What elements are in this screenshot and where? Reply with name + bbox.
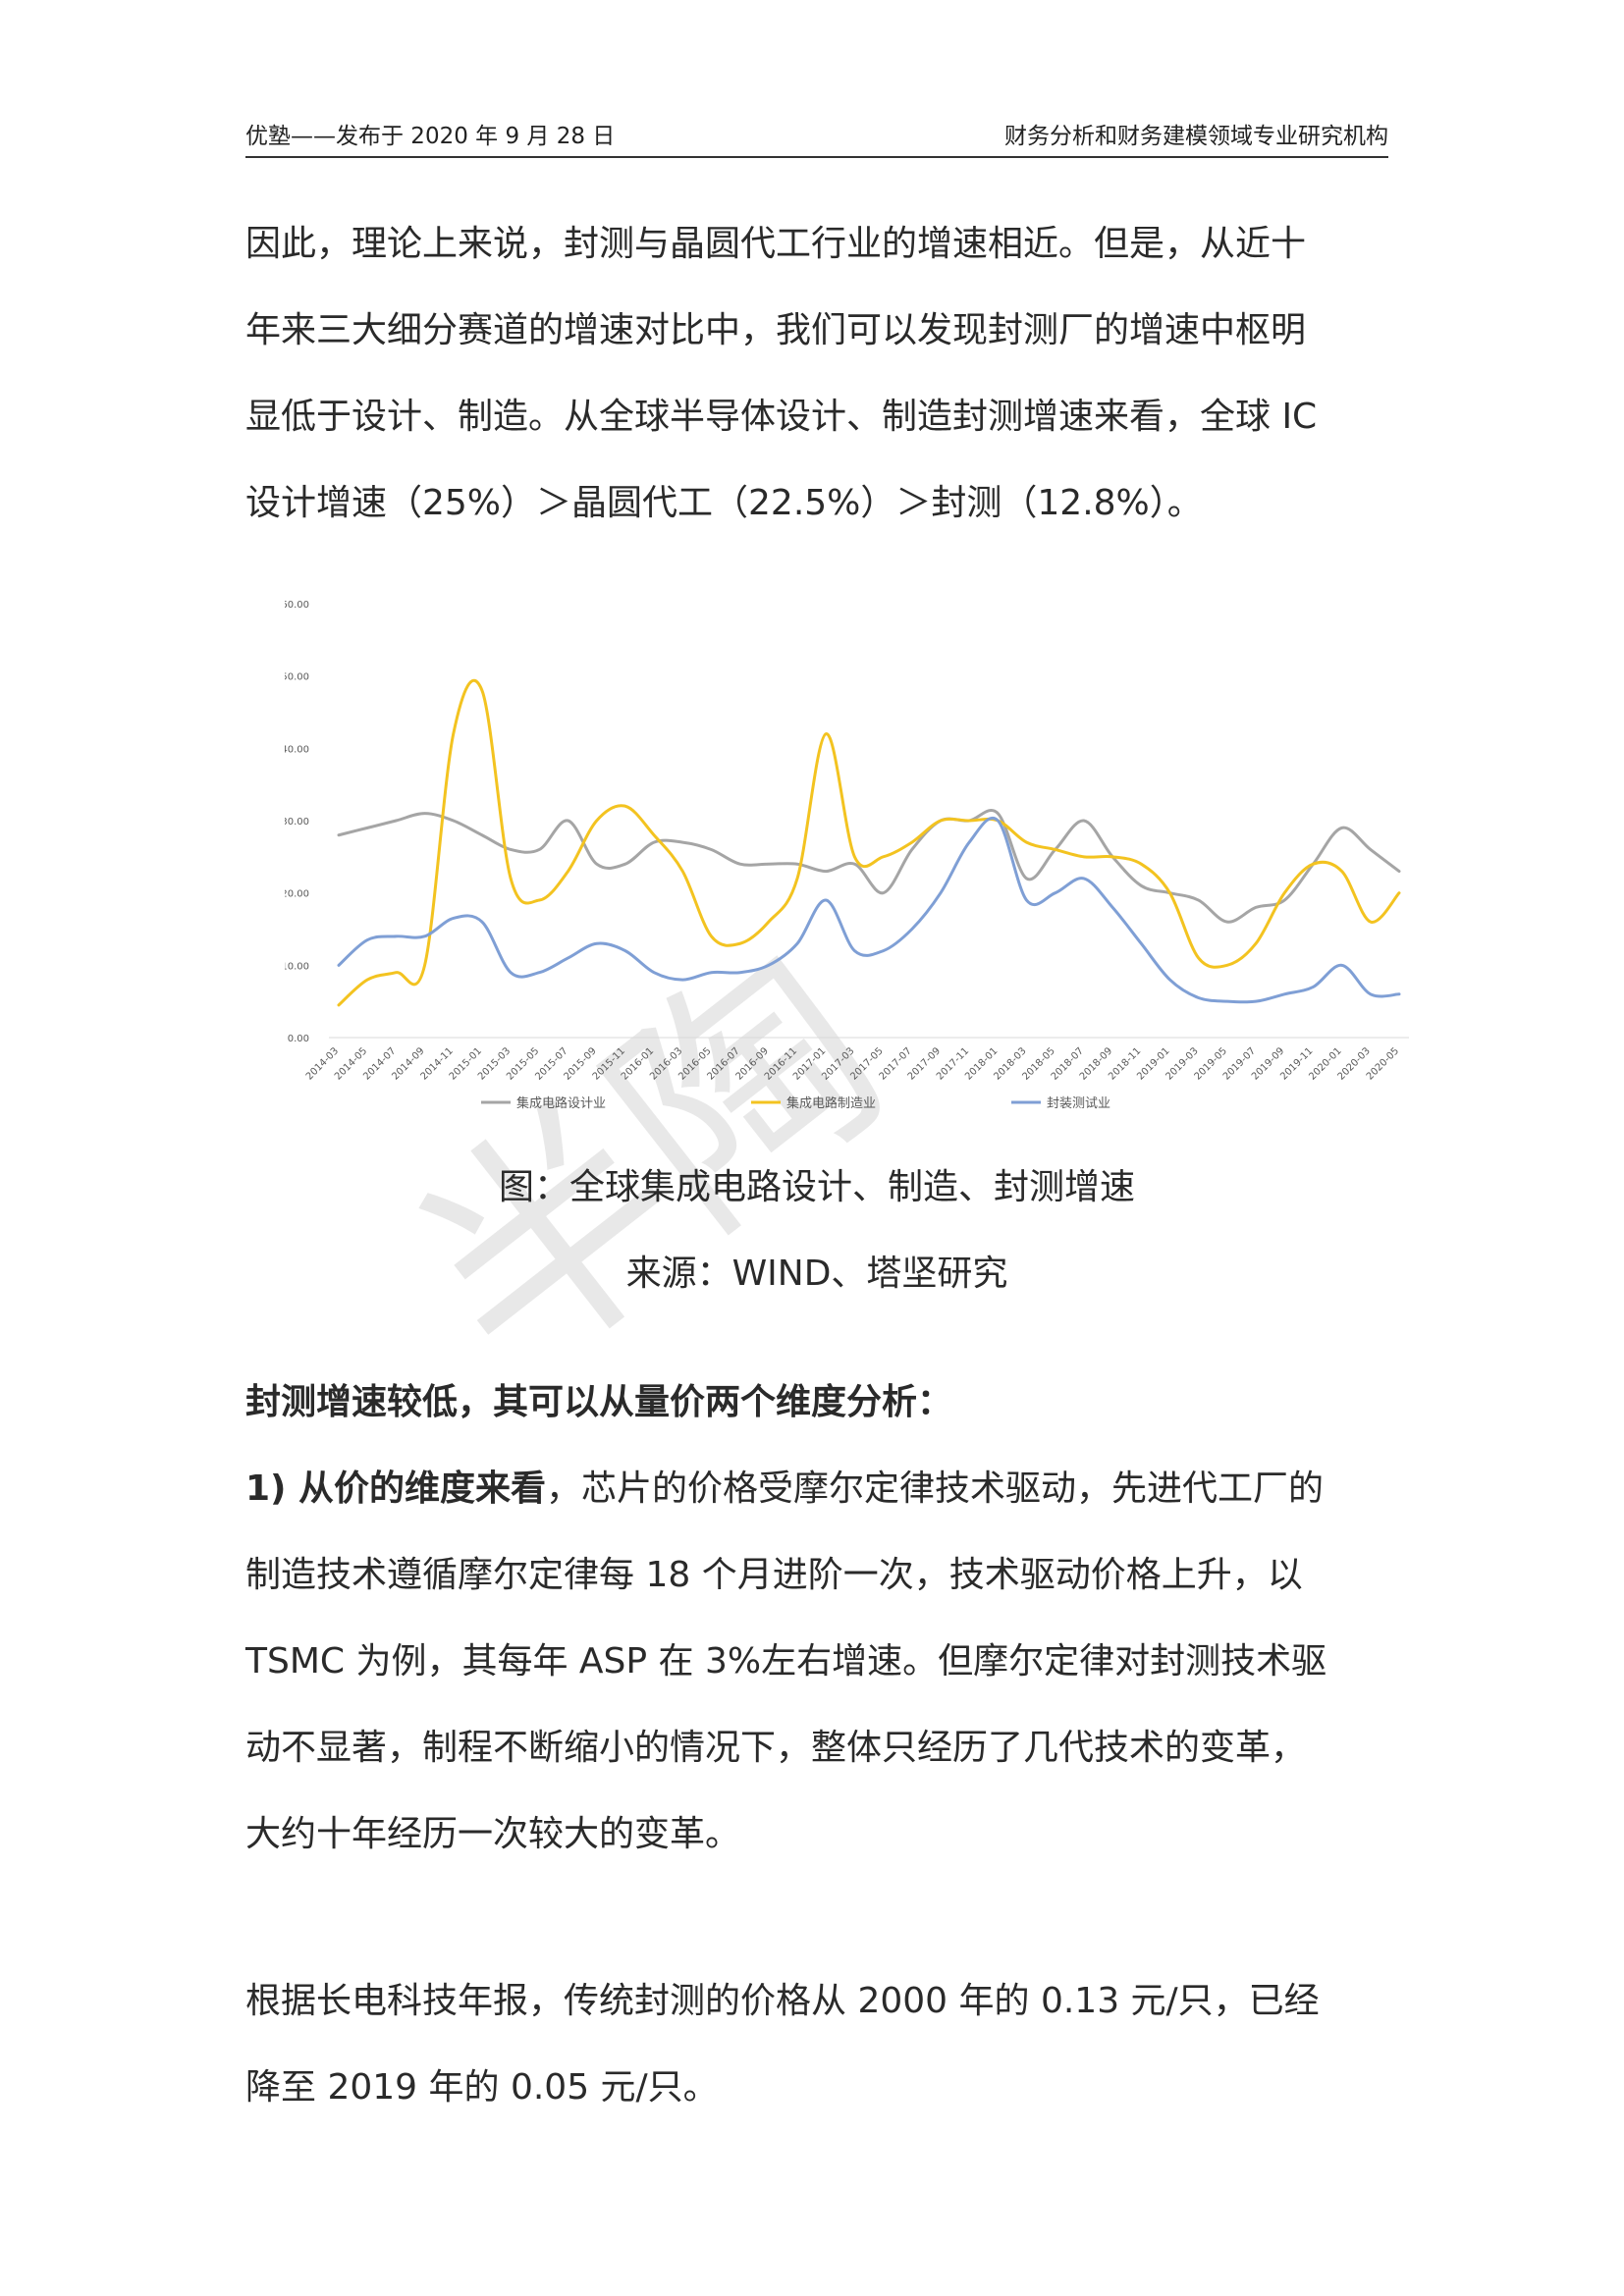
text-line: 1) 从价的维度来看，芯片的价格受摩尔定律技术驱动，先进代工厂的 xyxy=(245,1446,1388,1532)
analysis-section: 封测增速较低，其可以从量价两个维度分析： 1) 从价的维度来看，芯片的价格受摩尔… xyxy=(245,1360,1388,1878)
header-date: 优塾——发布于 2020 年 9 月 28 日 xyxy=(245,124,616,149)
text-line: 因此，理论上来说，封测与晶圆代工行业的增速相近。但是，从近十 xyxy=(245,224,1307,264)
text-line: 大约十年经历一次较大的变革。 xyxy=(245,1814,741,1854)
legend-label: 集成电路设计业 xyxy=(516,1095,606,1111)
text-line: 动不显著，制程不断缩小的情况下，整体只经历了几代技术的变革， xyxy=(245,1728,1307,1768)
y-tick-label: 30.00 xyxy=(285,817,309,828)
growth-line-chart: 0.0010.0020.0030.0040.0050.0060.002014-0… xyxy=(285,600,1409,1111)
y-tick-label: 60.00 xyxy=(285,600,309,611)
text-line: 设计增速（25%）＞晶圆代工（22.5%）＞封测（12.8%）。 xyxy=(245,483,1203,523)
text-line: 根据长电科技年报，传统封测的价格从 2000 年的 0.13 元/只，已经 xyxy=(245,1981,1320,2021)
series-line-3 xyxy=(337,817,1401,1004)
legend-label: 封装测试业 xyxy=(1047,1096,1110,1111)
point1-text: ，芯片的价格受摩尔定律技术驱动，先进代工厂的 xyxy=(546,1468,1325,1509)
series-line-1 xyxy=(337,808,1401,924)
figure-caption: 图：全球集成电路设计、制造、封测增速 xyxy=(498,1167,1135,1207)
point1-label: 1) 从价的维度来看 xyxy=(245,1468,547,1509)
section-heading: 封测增速较低，其可以从量价两个维度分析： xyxy=(245,1382,953,1422)
y-tick-label: 20.00 xyxy=(285,889,309,900)
y-tick-label: 40.00 xyxy=(285,744,309,755)
y-tick-label: 10.00 xyxy=(285,961,309,972)
text-line: 制造技术遵循摩尔定律每 18 个月进阶一次，技术驱动价格上升，以 xyxy=(245,1555,1303,1595)
y-tick-label: 50.00 xyxy=(285,672,309,683)
intro-paragraph: 因此，理论上来说，封测与晶圆代工行业的增速相近。但是，从近十 年来三大细分赛道的… xyxy=(245,201,1388,547)
text-line: 降至 2019 年的 0.05 元/只。 xyxy=(245,2067,719,2108)
text-line: TSMC 为例，其每年 ASP 在 3%左右增速。但摩尔定律对封测技术驱 xyxy=(245,1641,1327,1682)
legend-label: 集成电路制造业 xyxy=(786,1095,876,1111)
header-org: 财务分析和财务建模领域专业研究机构 xyxy=(1004,124,1388,149)
price-paragraph: 根据长电科技年报，传统封测的价格从 2000 年的 0.13 元/只，已经 降至… xyxy=(245,1958,1388,2131)
y-tick-label: 0.00 xyxy=(288,1034,309,1044)
figure-source: 来源：WIND、塔坚研究 xyxy=(625,1254,1008,1294)
text-line: 显低于设计、制造。从全球半导体设计、制造封测增速来看，全球 IC xyxy=(245,397,1318,437)
series-line-2 xyxy=(337,678,1401,1007)
page-header: 优塾——发布于 2020 年 9 月 28 日 财务分析和财务建模领域专业研究机… xyxy=(245,113,1388,158)
text-line: 年来三大细分赛道的增速对比中，我们可以发现封测厂的增速中枢明 xyxy=(245,310,1307,350)
